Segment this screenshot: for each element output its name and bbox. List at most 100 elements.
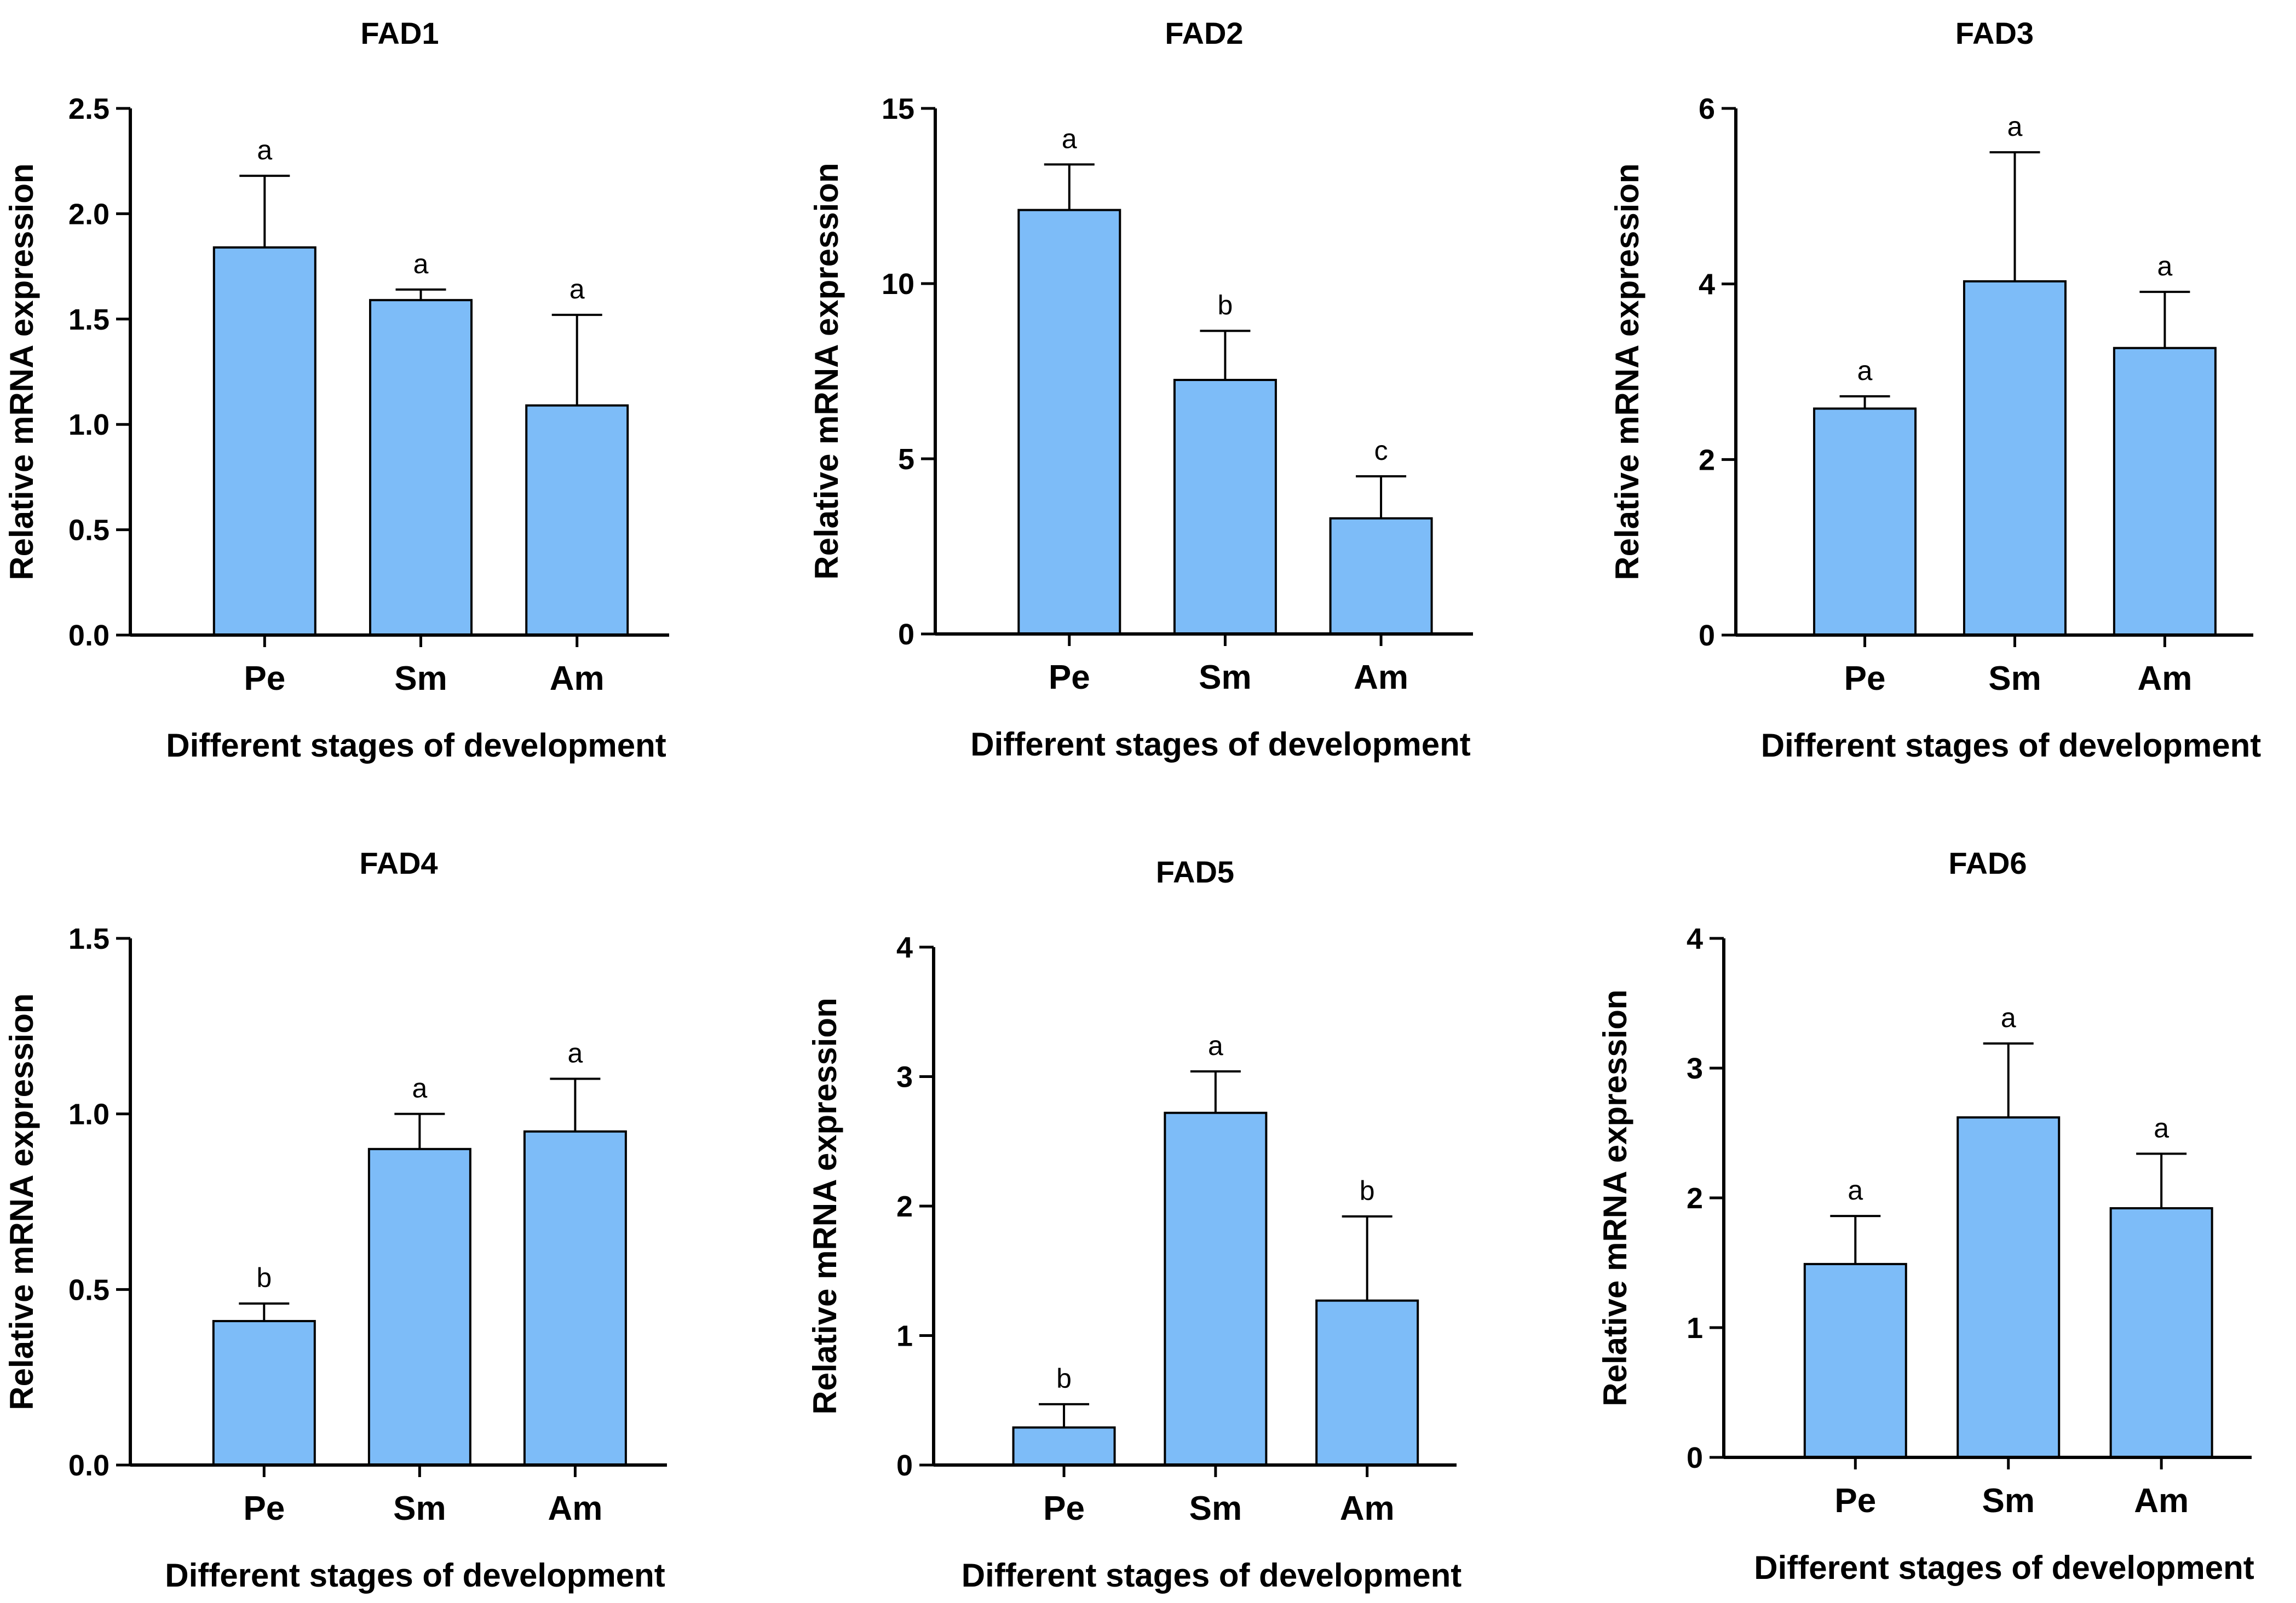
bar-pe — [212, 246, 317, 636]
significance-letter: a — [2001, 1002, 2016, 1033]
bar-sm — [367, 1148, 471, 1467]
significance-letter: a — [1857, 355, 1873, 386]
y-axis-label: Relative mRNA expression — [3, 993, 40, 1410]
significance-letter: a — [412, 1073, 427, 1104]
y-tick-label: 0.0 — [68, 619, 110, 652]
y-tick-label: 1.5 — [68, 922, 110, 955]
significance-letter: b — [256, 1262, 272, 1293]
significance-letter: b — [1360, 1175, 1375, 1206]
bar-am — [1315, 1299, 1419, 1467]
y-tick-label: 1.5 — [68, 303, 110, 336]
significance-letter: a — [569, 274, 585, 304]
x-tick-label: Am — [2137, 660, 2192, 697]
x-tick-label: Pe — [244, 660, 285, 697]
significance-letter: a — [257, 135, 272, 165]
bar-sm — [1957, 1116, 2061, 1459]
x-tick-label: Pe — [1834, 1482, 1876, 1520]
x-axis-label: Different stages of development — [1761, 727, 2262, 764]
x-tick-label: Pe — [243, 1490, 285, 1527]
x-axis-label: Different stages of development — [1754, 1549, 2254, 1586]
x-tick-label: Sm — [1988, 660, 2041, 697]
x-axis-label: Different stages of development — [166, 727, 666, 764]
chart-panel-3: FAD3 Relative mRNA expression Different st… — [1609, 16, 2261, 764]
y-tick-label: 1 — [896, 1320, 913, 1353]
x-tick-label: Am — [550, 660, 605, 697]
chart-title: FAD6 — [1948, 846, 2027, 880]
y-tick-label: 2 — [896, 1190, 913, 1223]
bar-sm — [369, 299, 473, 636]
y-tick-label: 1.0 — [68, 408, 110, 441]
y-tick-label: 4 — [1699, 268, 1715, 301]
bar-am — [525, 404, 629, 636]
significance-letter: a — [2157, 251, 2172, 281]
chart-title: FAD5 — [1156, 855, 1234, 889]
y-tick-label: 2 — [1699, 443, 1715, 476]
bar-am — [2109, 1207, 2213, 1458]
bar-am — [1329, 517, 1433, 635]
bar-pe — [1017, 209, 1121, 636]
y-tick-label: 3 — [896, 1061, 913, 1094]
y-tick-label: 4 — [1687, 922, 1703, 955]
y-tick-label: 1.0 — [68, 1098, 110, 1131]
panels-container: FAD1 Relative mRNA expression Different st… — [3, 16, 2261, 1594]
significance-letter: a — [2007, 111, 2023, 142]
y-tick-label: 2 — [1687, 1182, 1703, 1215]
significance-letter: a — [567, 1038, 583, 1069]
x-tick-label: Pe — [1049, 659, 1090, 696]
y-tick-label: 4 — [896, 931, 913, 964]
significance-letter: a — [1062, 123, 1077, 154]
x-tick-label: Pe — [1844, 660, 1886, 697]
y-axis-label: Relative mRNA expression — [807, 997, 843, 1414]
significance-letter: a — [1208, 1030, 1223, 1061]
x-axis-label: Different stages of development — [165, 1557, 665, 1594]
y-axis-label: Relative mRNA expression — [1609, 163, 1645, 580]
significance-letter: c — [1374, 435, 1388, 466]
y-tick-label: 0 — [1699, 619, 1715, 652]
y-tick-label: 0 — [896, 1449, 913, 1482]
x-tick-label: Am — [548, 1490, 602, 1527]
x-axis-label: Different stages of development — [970, 726, 1471, 763]
significance-letter: b — [1218, 290, 1233, 320]
significance-letter: a — [1848, 1175, 1863, 1206]
x-tick-label: Sm — [393, 1490, 446, 1527]
y-tick-label: 0.5 — [68, 1273, 110, 1306]
x-tick-label: Sm — [1189, 1490, 1242, 1527]
y-tick-label: 15 — [882, 93, 914, 125]
bar-pe — [1012, 1426, 1116, 1467]
chart-title: FAD4 — [359, 846, 438, 880]
chart-title: FAD1 — [360, 16, 439, 50]
y-tick-label: 1 — [1687, 1312, 1703, 1345]
x-tick-label: Pe — [1043, 1490, 1085, 1527]
y-tick-label: 2.0 — [68, 198, 110, 230]
chart-panel-2: FAD2 Relative mRNA expression Different st… — [808, 16, 1473, 763]
y-tick-label: 3 — [1687, 1052, 1703, 1085]
bar-sm — [1963, 280, 2067, 636]
y-tick-label: 10 — [882, 268, 914, 301]
x-tick-label: Am — [2134, 1482, 2189, 1520]
x-tick-label: Sm — [394, 660, 447, 697]
y-tick-label: 2.5 — [68, 93, 110, 125]
y-tick-label: 0 — [1687, 1441, 1703, 1474]
bar-am — [523, 1130, 627, 1467]
chart-title: FAD2 — [1165, 16, 1243, 50]
y-tick-label: 0.0 — [68, 1449, 110, 1482]
bar-pe — [1813, 407, 1917, 637]
y-axis-label: Relative mRNA expression — [808, 163, 845, 579]
x-tick-label: Sm — [1199, 659, 1251, 696]
significance-letter: a — [413, 249, 429, 279]
y-tick-label: 0 — [898, 618, 914, 651]
bar-pe — [1803, 1262, 1907, 1459]
bar-pe — [212, 1320, 316, 1466]
x-tick-label: Am — [1354, 659, 1408, 696]
significance-letter: a — [2154, 1112, 2169, 1143]
y-axis-label: Relative mRNA expression — [3, 163, 40, 580]
significance-letter: b — [1056, 1363, 1072, 1394]
chart-title: FAD3 — [1955, 16, 2034, 50]
bar-am — [2113, 347, 2217, 636]
chart-panel-5: FAD5 Relative mRNA expression Different st… — [807, 855, 1461, 1594]
bar-sm — [1173, 379, 1277, 635]
x-tick-label: Sm — [1982, 1482, 2034, 1520]
y-axis-label: Relative mRNA expression — [1597, 989, 1633, 1406]
x-axis-label: Different stages of development — [962, 1557, 1462, 1594]
x-tick-label: Am — [1340, 1490, 1395, 1527]
